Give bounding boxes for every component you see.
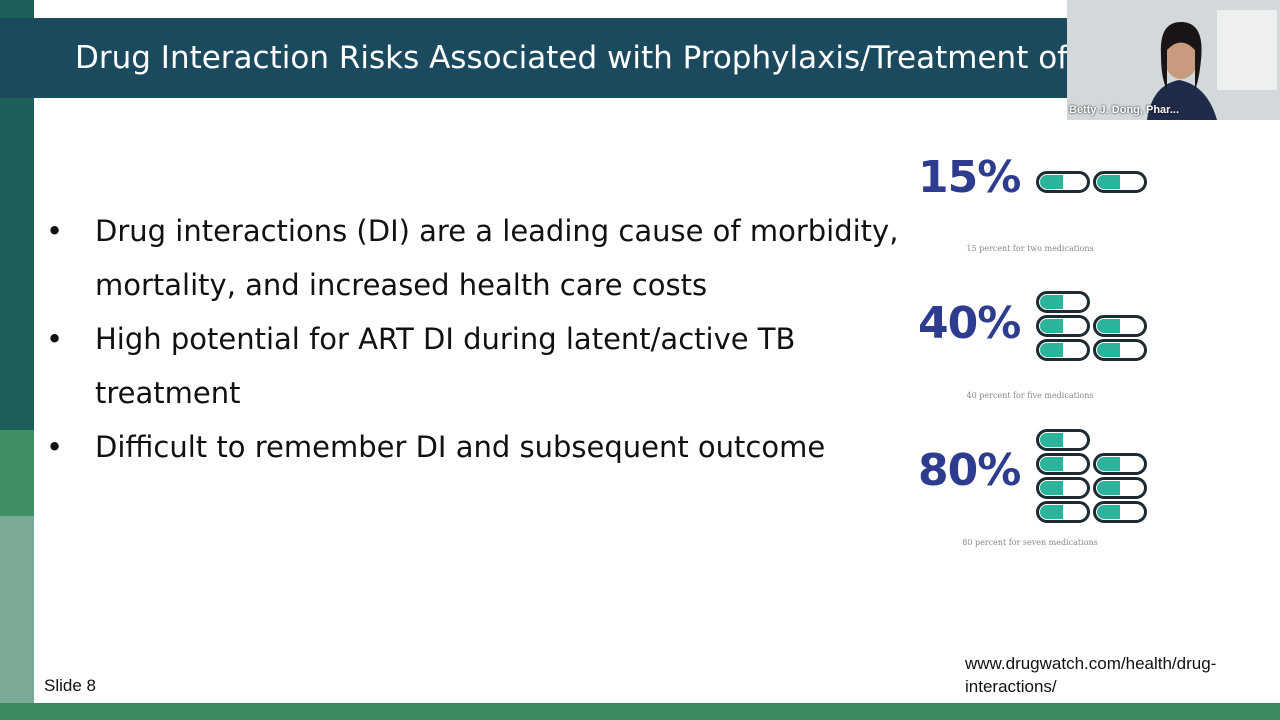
slide-title: Drug Interaction Risks Associated with P… [75, 40, 1067, 76]
bottom-bar [0, 703, 1280, 720]
caption: 15 percent for two medications [966, 244, 1094, 253]
caption: 80 percent for seven medications [962, 538, 1098, 547]
bullet: High potential for ART DI during latent/… [46, 312, 906, 420]
caption: 40 percent for five medications [966, 391, 1094, 400]
bullet: Drug interactions (DI) are a leading cau… [46, 204, 906, 312]
percent: 80% [918, 445, 1021, 496]
bullet: Difficult to remember DI and subsequent … [46, 420, 906, 474]
slide-number: Slide 8 [44, 676, 96, 695]
pill-icons [1036, 171, 1147, 523]
side-stripe [0, 0, 34, 720]
percent: 40% [918, 298, 1021, 349]
video-thumbnail[interactable]: Betty J. Dong, Phar... [1067, 0, 1280, 120]
percent: 15% [918, 152, 1021, 203]
speaker-image [1067, 0, 1280, 120]
title-bar: Drug Interaction Risks Associated with P… [0, 18, 1067, 98]
source-link[interactable]: www.drugwatch.com/health/drug-interactio… [965, 654, 1217, 696]
bullet-list: Drug interactions (DI) are a leading cau… [46, 204, 906, 474]
speaker-name: Betty J. Dong, Phar... [1069, 104, 1180, 116]
